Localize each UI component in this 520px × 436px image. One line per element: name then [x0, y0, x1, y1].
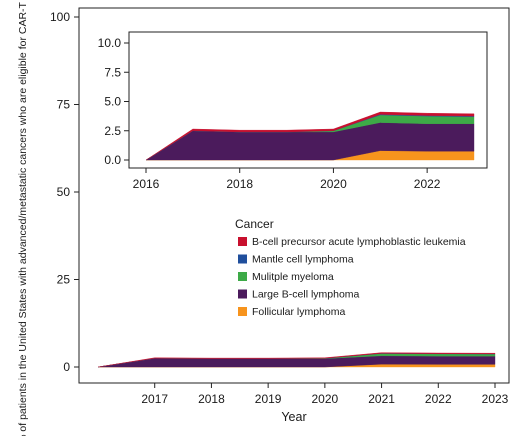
main-x-axis: 2017 2018 2019 2020 2021 2022 2023	[141, 383, 509, 406]
main-y-tick-label: 25	[57, 273, 71, 287]
main-series-areas	[97, 352, 496, 368]
inset-x-tick-label: 2022	[414, 177, 441, 191]
main-x-tick-label: 2020	[312, 392, 339, 406]
inset-series-areas	[145, 111, 475, 161]
main-x-tick-label: 2017	[141, 392, 168, 406]
legend-label: Large B-cell lymphoma	[252, 289, 360, 301]
inset-x-axis: 2016 2018 2020 2022	[133, 168, 441, 191]
x-axis-label: Year	[281, 410, 306, 424]
main-x-tick-label: 2021	[368, 392, 395, 406]
legend-swatch-large-b-cell-lymphoma	[238, 289, 247, 299]
legend-swatch-mulitple-myeloma	[238, 272, 247, 281]
y-axis-label: % of patients in the United States with …	[17, 0, 29, 436]
legend-swatch-mantle-cell-lymphoma	[238, 254, 247, 264]
legend-label: Mantle cell lymphoma	[252, 254, 354, 266]
inset-y-tick-label: 0.0	[104, 153, 121, 167]
inset-x-tick-label: 2018	[226, 177, 253, 191]
main-y-tick-label: 75	[57, 98, 71, 112]
main-area-b-cell-precursor-acute-lymphoblastic-leukemia	[97, 352, 496, 368]
main-x-tick-label: 2019	[255, 392, 282, 406]
inset-x-tick-label: 2020	[320, 177, 347, 191]
legend-label: Mulitple myeloma	[252, 271, 334, 283]
legend-title: Cancer	[235, 217, 274, 231]
main-x-tick-label: 2022	[425, 392, 452, 406]
legend-swatch-follicular-lymphoma	[238, 307, 247, 316]
legend-label: B-cell precursor acute lymphoblastic leu…	[252, 236, 466, 248]
main-plot-frame	[78, 7, 510, 384]
inset-x-tick-label: 2016	[133, 177, 160, 191]
main-x-tick-label: 2018	[198, 392, 225, 406]
inset-y-axis: 0.0 2.5 5.0 7.5 10.0	[98, 36, 129, 167]
main-y-tick-label: 100	[50, 10, 70, 24]
legend: Cancer B-cell precursor acute lymphoblas…	[235, 217, 466, 318]
main-y-tick-label: 0	[63, 360, 70, 374]
main-x-tick-label: 2023	[482, 392, 509, 406]
main-y-axis: 0 25 50 75 100	[50, 10, 79, 374]
inset-area-b-cell-precursor-acute-lymphoblastic-leukemia	[145, 111, 475, 161]
inset-y-tick-label: 2.5	[104, 124, 121, 138]
legend-items: B-cell precursor acute lymphoblastic leu…	[238, 236, 466, 318]
main-y-tick-label: 50	[57, 185, 71, 199]
inset-y-tick-label: 5.0	[104, 95, 121, 109]
inset-y-tick-label: 10.0	[98, 36, 122, 50]
inset-y-tick-label: 7.5	[104, 65, 121, 79]
legend-swatch-b-cell-precursor-acute-lymphoblastic-leukemia	[238, 237, 247, 246]
legend-label: Follicular lymphoma	[252, 306, 346, 318]
